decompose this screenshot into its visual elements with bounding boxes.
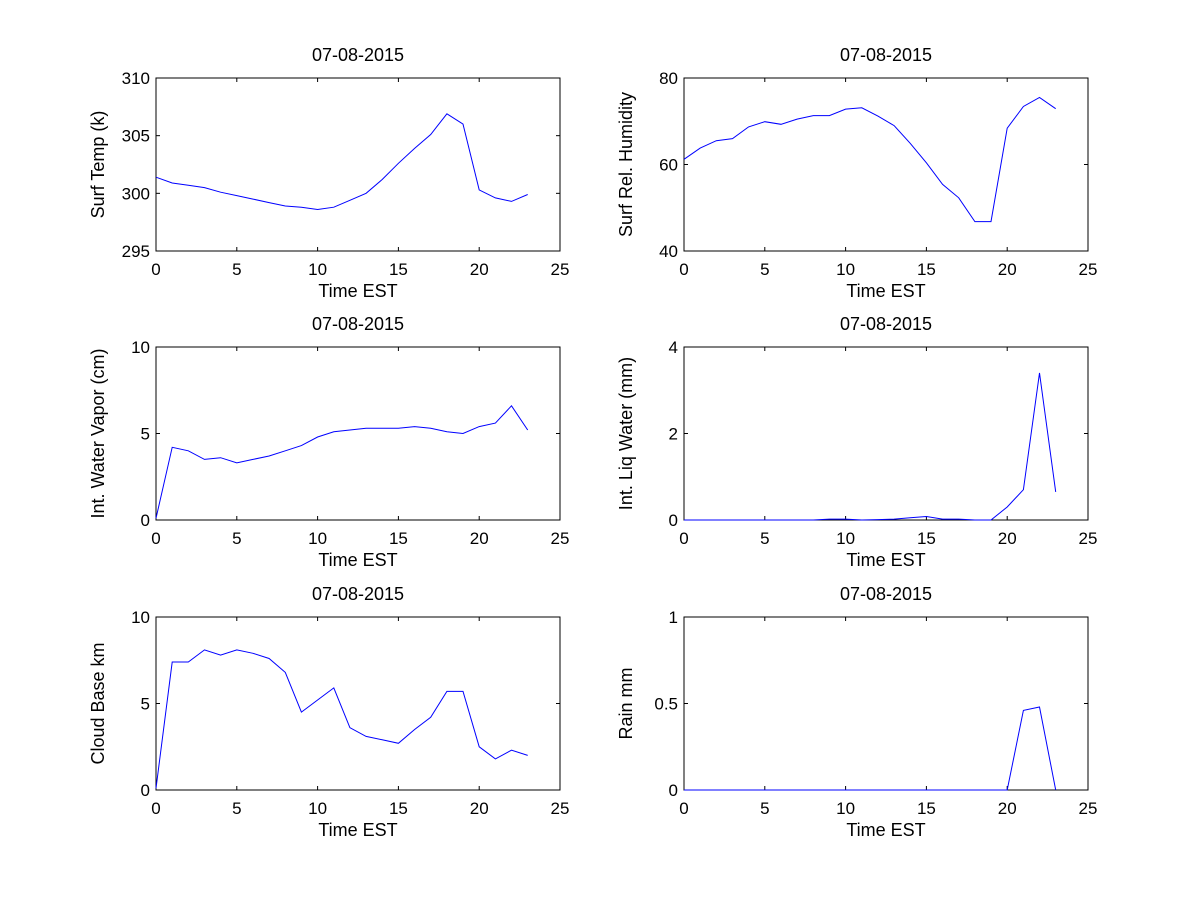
y-axis-label: Int. Liq Water (mm) xyxy=(616,357,636,510)
subplot-4: 0 5 10 15 20 25 0 2 4 07-08-2015 Time EST Int. Liq … xyxy=(616,314,1097,570)
x-tick-label: 0 xyxy=(151,529,160,548)
x-tick-label: 15 xyxy=(917,260,936,279)
y-tick-label: 0.5 xyxy=(654,695,678,714)
y-tick-label: 0 xyxy=(141,511,150,530)
y-tick-label: 1 xyxy=(669,608,678,627)
y-axis-label: Rain mm xyxy=(616,667,636,739)
axes-box xyxy=(155,616,561,791)
x-tick-label: 10 xyxy=(836,260,855,279)
x-tick-label: 10 xyxy=(836,799,855,818)
y-tick-label: 300 xyxy=(122,184,150,203)
x-tick-label: 5 xyxy=(232,529,241,548)
axes-box xyxy=(155,77,561,252)
axes-box xyxy=(155,346,561,521)
y-axis-label: Cloud Base km xyxy=(88,642,108,764)
series-line xyxy=(155,649,528,789)
x-tick-label: 25 xyxy=(551,799,570,818)
y-tick-label: 5 xyxy=(141,695,150,714)
y-tick-label: 40 xyxy=(659,242,678,261)
x-tick-label: 25 xyxy=(551,529,570,548)
x-tick-label: 25 xyxy=(1079,799,1098,818)
chart-title: 07-08-2015 xyxy=(840,45,932,65)
y-tick-label: 60 xyxy=(659,156,678,175)
x-axis-label: Time EST xyxy=(318,550,397,570)
x-tick-label: 10 xyxy=(308,529,327,548)
series-line xyxy=(683,96,1056,223)
x-tick-label: 5 xyxy=(760,799,769,818)
y-tick-label: 310 xyxy=(122,69,150,88)
series-line xyxy=(684,706,1057,791)
x-tick-label: 15 xyxy=(917,799,936,818)
y-axis-label: Surf Rel. Humidity xyxy=(616,92,636,237)
axes-box xyxy=(683,346,1089,521)
x-tick-label: 25 xyxy=(1079,529,1098,548)
axes-box xyxy=(683,616,1089,791)
chart-title: 07-08-2015 xyxy=(312,584,404,604)
x-tick-label: 25 xyxy=(551,260,570,279)
y-tick-label: 5 xyxy=(141,425,150,444)
chart-title: 07-08-2015 xyxy=(312,45,404,65)
x-tick-label: 20 xyxy=(998,529,1017,548)
x-axis-label: Time EST xyxy=(846,281,925,301)
x-tick-label: 5 xyxy=(232,799,241,818)
x-tick-label: 20 xyxy=(470,799,489,818)
x-tick-label: 15 xyxy=(917,529,936,548)
x-axis-label: Time EST xyxy=(846,820,925,840)
subplot-5: 0 5 10 15 20 25 0 5 10 07-08-2015 Time EST Cloud Ba… xyxy=(88,584,569,840)
subplot-3: 0 5 10 15 20 25 0 5 10 07-08-2015 Time EST Int. Wat… xyxy=(88,314,569,570)
x-tick-label: 25 xyxy=(1079,260,1098,279)
x-tick-label: 20 xyxy=(998,799,1017,818)
chart-title: 07-08-2015 xyxy=(312,314,404,334)
y-tick-label: 4 xyxy=(669,338,678,357)
x-axis-label: Time EST xyxy=(318,820,397,840)
subplot-6: 0 5 10 15 20 25 0 0.5 1 07-08-2015 Time EST Rain mm xyxy=(616,584,1097,840)
x-axis-label: Time EST xyxy=(318,281,397,301)
series-line xyxy=(155,404,529,519)
subplot-2: 0 5 10 15 20 25 40 60 80 07-08-2015 Time EST Surf R… xyxy=(616,45,1097,301)
y-tick-label: 2 xyxy=(669,425,678,444)
y-tick-label: 305 xyxy=(122,127,150,146)
y-tick-label: 295 xyxy=(122,242,150,261)
y-axis-label: Surf Temp (k) xyxy=(88,111,108,219)
x-tick-label: 5 xyxy=(760,260,769,279)
series-line xyxy=(155,113,528,211)
chart-title: 07-08-2015 xyxy=(840,584,932,604)
series-line xyxy=(684,372,1057,521)
x-tick-label: 5 xyxy=(760,529,769,548)
x-tick-label: 20 xyxy=(470,529,489,548)
y-tick-label: 0 xyxy=(669,781,678,800)
x-tick-label: 10 xyxy=(836,529,855,548)
x-tick-label: 10 xyxy=(308,260,327,279)
y-tick-label: 10 xyxy=(131,338,150,357)
x-tick-label: 0 xyxy=(679,799,688,818)
x-tick-label: 15 xyxy=(389,799,408,818)
x-tick-label: 15 xyxy=(389,260,408,279)
x-axis-label: Time EST xyxy=(846,550,925,570)
x-tick-label: 0 xyxy=(151,260,160,279)
chart-title: 07-08-2015 xyxy=(840,314,932,334)
x-tick-label: 0 xyxy=(151,799,160,818)
x-tick-label: 10 xyxy=(308,799,327,818)
x-tick-label: 5 xyxy=(232,260,241,279)
y-axis-label: Int. Water Vapor (cm) xyxy=(88,348,108,518)
x-tick-label: 20 xyxy=(998,260,1017,279)
y-tick-label: 10 xyxy=(131,608,150,627)
x-tick-label: 0 xyxy=(679,260,688,279)
x-tick-label: 15 xyxy=(389,529,408,548)
subplot-1: 0 5 10 15 20 25 295 300 305 310 07-08-2015 Time EST… xyxy=(88,45,569,301)
y-tick-label: 0 xyxy=(669,511,678,530)
x-tick-label: 0 xyxy=(679,529,688,548)
y-tick-label: 0 xyxy=(141,781,150,800)
y-tick-label: 80 xyxy=(659,69,678,88)
x-tick-label: 20 xyxy=(470,260,489,279)
